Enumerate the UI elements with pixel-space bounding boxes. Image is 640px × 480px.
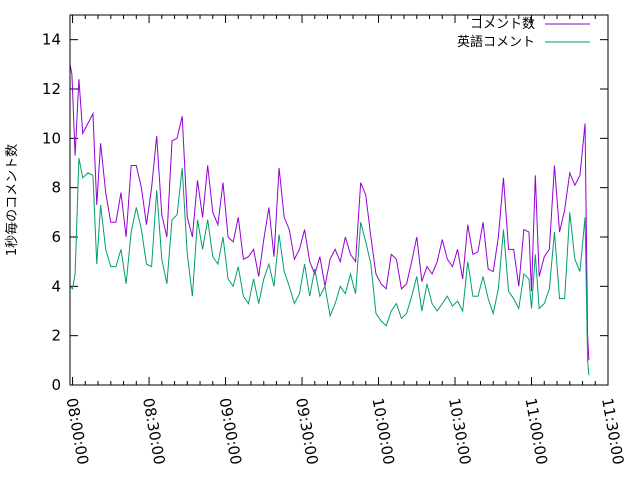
series-layer	[69, 64, 590, 376]
legend-label-2: 英語コメント	[457, 34, 535, 50]
y-tick-label: 10	[42, 129, 61, 147]
x-tick-label: 09:30:00	[292, 397, 321, 466]
y-tick-label: 14	[42, 31, 61, 49]
y-tick-label: 4	[51, 277, 61, 295]
legend-label-1: コメント数	[470, 17, 535, 32]
y-tick-label: 8	[51, 179, 61, 197]
x-tick-label: 08:00:00	[63, 397, 92, 466]
x-tick-label: 10:00:00	[369, 397, 398, 466]
y-tick-label: 12	[42, 80, 61, 98]
x-tick-label: 09:00:00	[216, 397, 245, 466]
y-tick-label: 2	[51, 327, 61, 345]
x-tick-label: 11:00:00	[522, 397, 551, 466]
x-tick-label: 08:30:00	[139, 397, 168, 466]
series-line-1	[69, 64, 590, 361]
series-line-2	[69, 157, 590, 376]
x-tick-label: 11:30:00	[598, 397, 627, 466]
plot-frame	[69, 14, 609, 386]
y-axis-label: 1秒毎のコメント数	[4, 144, 20, 256]
y-tick-label: 6	[51, 228, 61, 246]
x-tick-label: 10:30:00	[445, 397, 474, 466]
y-tick-label: 0	[51, 376, 61, 394]
y-axis-ticks: 0 2 4 6 8 10 12 14	[42, 31, 608, 394]
